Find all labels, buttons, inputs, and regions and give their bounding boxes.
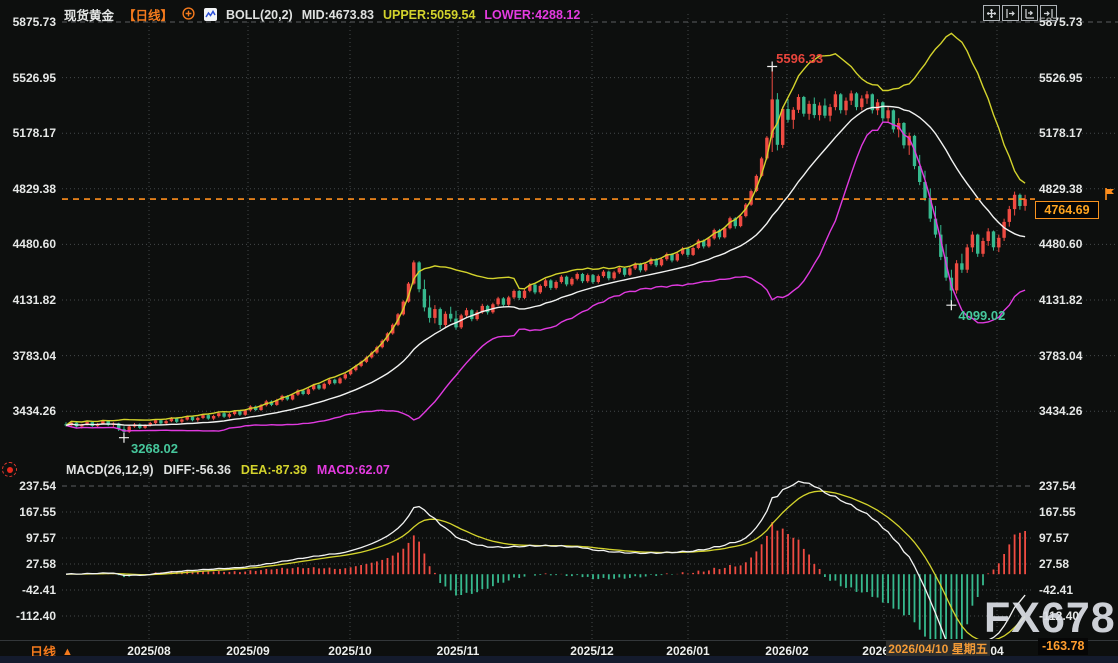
chart-header: 现货黄金 【日线】 BOLL(20,2) MID:4673.83 UPPER:5… xyxy=(64,5,580,24)
high-price-annotation: 5596.33 xyxy=(776,50,824,66)
last-price-box: 4764.69 xyxy=(1035,201,1099,220)
time-axis-label: 2025/10 xyxy=(328,644,372,658)
left-axis-label: 4829.38 xyxy=(12,181,56,196)
time-axis-label: 2025/11 xyxy=(436,644,480,658)
time-axis-label: 2025/12 xyxy=(570,644,614,658)
left-axis-label: 97.57 xyxy=(25,530,56,545)
right-axis-label: 3783.04 xyxy=(1039,348,1083,363)
fit-right-axis-icon[interactable] xyxy=(1040,5,1057,21)
record-indicator-icon[interactable] xyxy=(2,462,17,477)
boll-lower-value: LOWER:4288.12 xyxy=(484,7,581,22)
low-price-annotation: 4099.02 xyxy=(958,308,1006,324)
right-axis-label: 3434.26 xyxy=(1039,404,1083,419)
left-axis-label: 5526.95 xyxy=(12,70,56,85)
selected-date-box: 2026/04/10 星期五 xyxy=(886,641,990,658)
chart-toolbar xyxy=(983,5,1057,21)
symbol-name: 现货黄金 xyxy=(64,9,115,23)
left-axis-label: 167.55 xyxy=(19,505,56,519)
right-axis-label: 4829.38 xyxy=(1039,181,1083,196)
left-axis-label: 4480.60 xyxy=(12,237,56,252)
low-price-annotation: 3268.02 xyxy=(130,440,178,456)
watermark: FX678 xyxy=(984,594,1116,642)
add-compare-icon[interactable] xyxy=(182,6,195,23)
right-axis-label: 4480.60 xyxy=(1039,237,1083,252)
fit-left-axis-icon[interactable] xyxy=(1002,5,1019,21)
time-axis-label: 2025/08 xyxy=(127,644,171,658)
pan-tool-icon[interactable] xyxy=(983,5,1000,21)
right-axis-label: 237.54 xyxy=(1039,479,1076,493)
right-axis-label: 167.55 xyxy=(1039,505,1076,519)
boll-upper-value: UPPER:5059.54 xyxy=(382,7,476,22)
time-axis-label: 2026/01 xyxy=(666,644,710,658)
time-axis-label: 2025/09 xyxy=(226,644,270,658)
left-axis-label: 5178.17 xyxy=(12,126,56,141)
right-axis-label: 27.58 xyxy=(1039,556,1070,571)
right-axis-label: -42.41 xyxy=(1039,582,1074,597)
left-axis-label: -112.40 xyxy=(15,609,56,623)
left-axis-label: 27.58 xyxy=(25,556,56,571)
time-axis-divider xyxy=(0,640,1118,641)
boll-label: BOLL(20,2) xyxy=(226,7,293,22)
left-axis-label: 237.54 xyxy=(19,479,56,493)
macd-macd-value: MACD:62.07 xyxy=(316,463,390,477)
left-axis-label: 3434.26 xyxy=(12,404,56,419)
boll-mid-value: MID:4673.83 xyxy=(301,7,374,22)
fit-bottom-axis-icon[interactable] xyxy=(1021,5,1038,21)
time-axis-label: 04 xyxy=(990,644,1004,658)
left-axis-label: -42.41 xyxy=(21,582,56,597)
macd-diff-value: DIFF:-56.36 xyxy=(163,463,231,477)
macd-dea-value: DEA:-87.39 xyxy=(240,463,307,477)
right-axis-label: 5178.17 xyxy=(1039,126,1083,141)
left-axis-label: 4131.82 xyxy=(12,293,56,307)
macd-current-value-box: -163.78 xyxy=(1038,638,1089,655)
left-axis-label: 3783.04 xyxy=(12,348,56,363)
chevron-up-icon: ▲ xyxy=(62,645,73,658)
right-axis-label: 97.57 xyxy=(1039,530,1070,545)
price-alert-icon[interactable] xyxy=(1103,187,1116,206)
bottom-status-strip xyxy=(0,656,1118,663)
left-axis-label: 5875.73 xyxy=(12,15,56,29)
right-axis-label: 4131.82 xyxy=(1039,293,1083,307)
macd-label: MACD(26,12,9) xyxy=(66,463,154,477)
period-tag[interactable]: 【日线】 xyxy=(123,9,174,23)
right-axis-label: 5526.95 xyxy=(1039,70,1083,85)
time-axis-label: 2026/02 xyxy=(765,644,809,658)
right-axis-label: 5875.73 xyxy=(1039,15,1083,29)
right-axis-label: -112.40 xyxy=(1039,609,1080,623)
macd-header: MACD(26,12,9) DIFF:-56.36 DEA:-87.39 MAC… xyxy=(66,463,390,477)
indicator-chart-icon[interactable] xyxy=(204,8,218,21)
